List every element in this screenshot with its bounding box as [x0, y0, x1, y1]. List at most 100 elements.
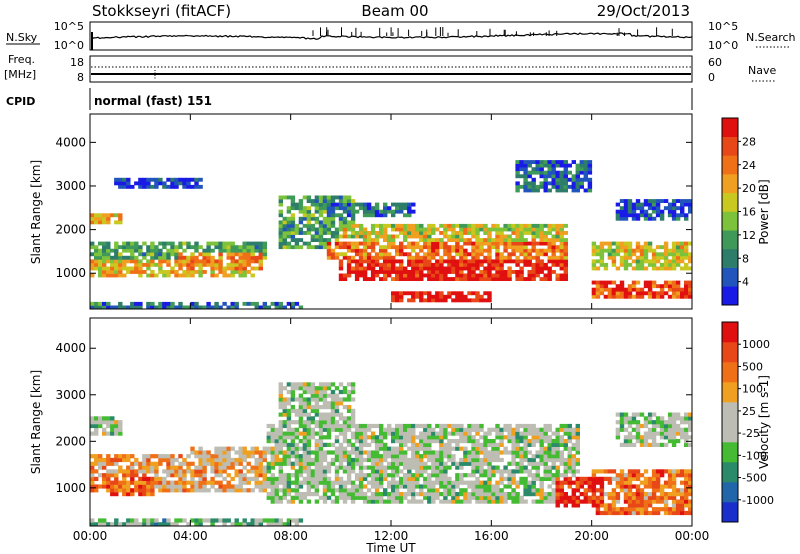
- velocity-cell: [515, 469, 520, 474]
- velocity-cell: [619, 416, 625, 421]
- velocity-cell: [342, 416, 348, 421]
- velocity-cell: [306, 420, 312, 425]
- velocity-cell: [415, 454, 420, 459]
- velocity-cell: [254, 465, 259, 470]
- power-cell: [547, 160, 552, 164]
- velocity-cell: [346, 405, 352, 410]
- velocity-cell: [298, 401, 304, 406]
- power-cell: [675, 216, 681, 221]
- power-cell: [206, 248, 211, 253]
- power-cell: [310, 199, 316, 203]
- velocity-cell: [395, 499, 400, 504]
- velocity-cell: [298, 469, 304, 474]
- velocity-cell: [387, 461, 392, 466]
- velocity-cell: [302, 435, 308, 440]
- velocity-cell: [459, 488, 464, 493]
- velocity-cell: [635, 503, 641, 508]
- power-cell: [174, 259, 179, 264]
- velocity-cell: [154, 518, 159, 523]
- velocity-cell: [439, 427, 444, 432]
- power-cell: [479, 270, 484, 274]
- velocity-cell: [543, 476, 548, 481]
- velocity-cell: [411, 454, 416, 459]
- velocity-cell: [362, 439, 368, 444]
- velocity-cell: [527, 488, 532, 493]
- velocity-cell: [563, 469, 568, 474]
- power-cell: [643, 284, 649, 289]
- velocity-cell: [479, 450, 484, 455]
- power-cell: [651, 202, 657, 207]
- velocity-cell: [314, 442, 320, 447]
- power-cell: [162, 270, 167, 274]
- power-cell: [194, 270, 199, 274]
- power-cell: [278, 199, 283, 203]
- power-cell: [258, 266, 263, 271]
- power-cell: [467, 277, 472, 281]
- velocity-cell: [90, 423, 95, 429]
- velocity-cell: [174, 488, 179, 493]
- velocity-cell: [419, 454, 424, 459]
- velocity-cell: [631, 473, 637, 478]
- power-cell: [186, 262, 191, 267]
- power-colorbar-tick-label: 12: [742, 229, 756, 242]
- velocity-cell: [667, 420, 673, 425]
- velocity-cell: [447, 431, 452, 436]
- velocity-cell: [671, 420, 677, 425]
- power-cell: [651, 280, 657, 285]
- power-cell: [595, 259, 601, 264]
- velocity-cell: [688, 499, 693, 504]
- velocity-colorbar-segment: [722, 502, 738, 523]
- velocity-cell: [270, 446, 275, 451]
- velocity-cell: [110, 522, 115, 527]
- velocity-cell: [467, 439, 472, 444]
- power-cell: [587, 188, 593, 193]
- velocity-cell: [391, 454, 396, 459]
- velocity-cell: [230, 476, 235, 481]
- power-cell: [619, 209, 625, 214]
- power-cell: [387, 266, 392, 271]
- power-cell: [455, 231, 460, 235]
- velocity-cell: [106, 480, 111, 485]
- power-cell: [374, 209, 380, 214]
- velocity-cell: [619, 423, 625, 429]
- power-cell: [607, 280, 613, 285]
- power-cell: [491, 262, 496, 267]
- velocity-cell: [643, 507, 649, 512]
- power-cell: [411, 277, 416, 281]
- velocity-cell: [246, 469, 251, 474]
- power-cell: [439, 291, 444, 296]
- velocity-cell: [688, 476, 693, 481]
- power-cell: [391, 234, 396, 239]
- velocity-cell: [575, 439, 580, 444]
- velocity-cell: [415, 476, 420, 481]
- power-cell: [555, 245, 560, 250]
- velocity-cell: [302, 427, 308, 432]
- power-cell: [511, 252, 516, 257]
- power-cell: [547, 163, 552, 168]
- power-cell: [366, 262, 372, 267]
- velocity-cell: [643, 435, 649, 440]
- velocity-cell: [451, 439, 456, 444]
- velocity-cell: [134, 518, 139, 523]
- power-cell: [599, 291, 605, 296]
- power-cell: [427, 298, 432, 303]
- power-cell: [106, 305, 111, 310]
- velocity-cell: [479, 423, 484, 429]
- velocity-cell: [443, 450, 448, 455]
- velocity-cell: [519, 469, 524, 474]
- power-cell: [254, 305, 259, 310]
- velocity-cell: [547, 450, 552, 455]
- velocity-cell: [346, 416, 352, 421]
- power-cell: [627, 245, 633, 250]
- power-cell: [366, 266, 372, 271]
- power-cell: [667, 294, 673, 299]
- power-cell: [102, 305, 107, 310]
- velocity-cell: [346, 454, 352, 459]
- power-cell: [491, 273, 496, 278]
- power-cell: [671, 199, 677, 203]
- velocity-cell: [298, 484, 304, 489]
- power-cell: [102, 216, 107, 221]
- power-cell: [395, 266, 400, 271]
- velocity-cell: [575, 457, 580, 463]
- velocity-cell: [286, 401, 292, 406]
